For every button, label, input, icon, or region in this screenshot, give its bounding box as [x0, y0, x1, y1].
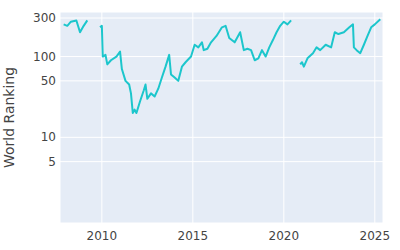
y-grid-line: [60, 18, 383, 19]
y-tick-label: 300: [33, 11, 56, 25]
x-tick-label: 2010: [87, 229, 118, 243]
x-tick-label: 2025: [360, 229, 391, 243]
x-grid-line: [283, 12, 284, 223]
plot-background: [60, 12, 383, 223]
y-grid-line: [60, 56, 383, 57]
y-grid-line: [60, 80, 383, 81]
chart: 5 10 50 100 300 2010 2015 2020 2025 World Ranking: [0, 0, 400, 250]
y-tick-label: 5: [48, 155, 56, 169]
y-tick-label: 100: [33, 50, 56, 64]
plot-frame: [60, 12, 383, 223]
x-tick-label: 2015: [178, 229, 209, 243]
marks: [64, 19, 381, 113]
y-tick-label: 50: [41, 74, 56, 88]
x-grid-line: [192, 12, 193, 223]
y-tick-label: 10: [41, 130, 56, 144]
x-tick-label: 2020: [269, 229, 300, 243]
x-grid-line: [374, 12, 375, 223]
ranking-line: [64, 19, 381, 113]
y-grid-line: [60, 161, 383, 162]
y-axis-title: World Ranking: [1, 67, 17, 168]
y-grid-line: [60, 137, 383, 138]
